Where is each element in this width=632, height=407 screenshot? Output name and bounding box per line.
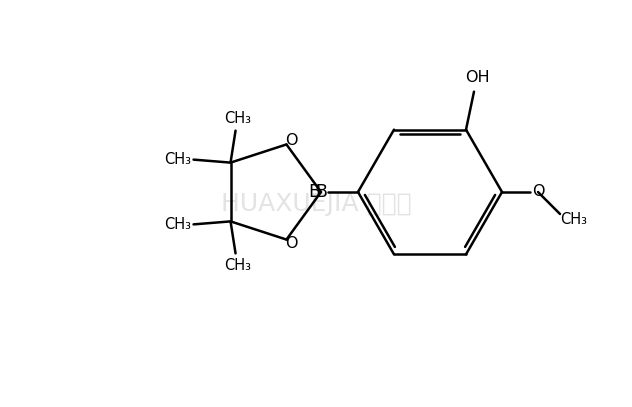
Text: CH₃: CH₃: [561, 212, 588, 227]
Text: CH₃: CH₃: [224, 258, 251, 273]
Text: B: B: [315, 183, 327, 201]
Text: O: O: [285, 133, 298, 148]
Text: OH: OH: [465, 70, 489, 85]
Text: HUAXUEJIA 化学加: HUAXUEJIA 化学加: [221, 192, 411, 215]
Text: CH₃: CH₃: [224, 111, 251, 126]
Text: O: O: [532, 184, 544, 199]
Text: B: B: [308, 183, 320, 201]
Text: CH₃: CH₃: [164, 217, 191, 232]
Text: O: O: [285, 236, 298, 251]
Text: CH₃: CH₃: [164, 152, 191, 167]
